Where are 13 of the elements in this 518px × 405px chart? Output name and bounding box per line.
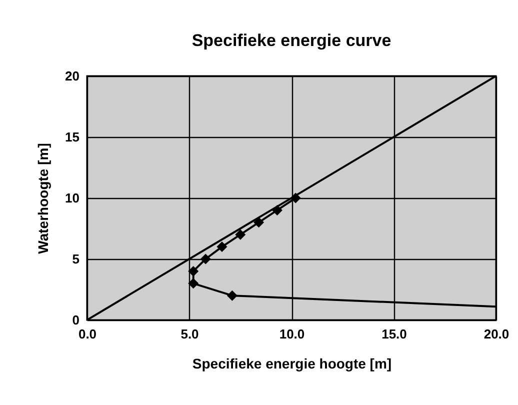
x-tick-label: 5.0	[180, 326, 199, 342]
chart-title: Specifieke energie curve	[192, 31, 392, 50]
y-tick-label: 5	[72, 252, 80, 266]
x-tick-label: 0.0	[78, 326, 97, 342]
y-tick-label: 15	[65, 130, 80, 144]
x-tick-label: 15.0	[382, 326, 407, 342]
y-tick-label: 20	[65, 68, 80, 84]
y-tick-label: 0	[72, 312, 80, 328]
x-axis-title: Specifieke energie hoogte [m]	[192, 356, 392, 372]
y-tick-label: 10	[65, 190, 80, 206]
x-tick-label: 20.0	[484, 326, 510, 342]
x-tick-label: 10.0	[279, 326, 305, 342]
y-axis-title: Waterhoogte [m]	[35, 143, 52, 254]
